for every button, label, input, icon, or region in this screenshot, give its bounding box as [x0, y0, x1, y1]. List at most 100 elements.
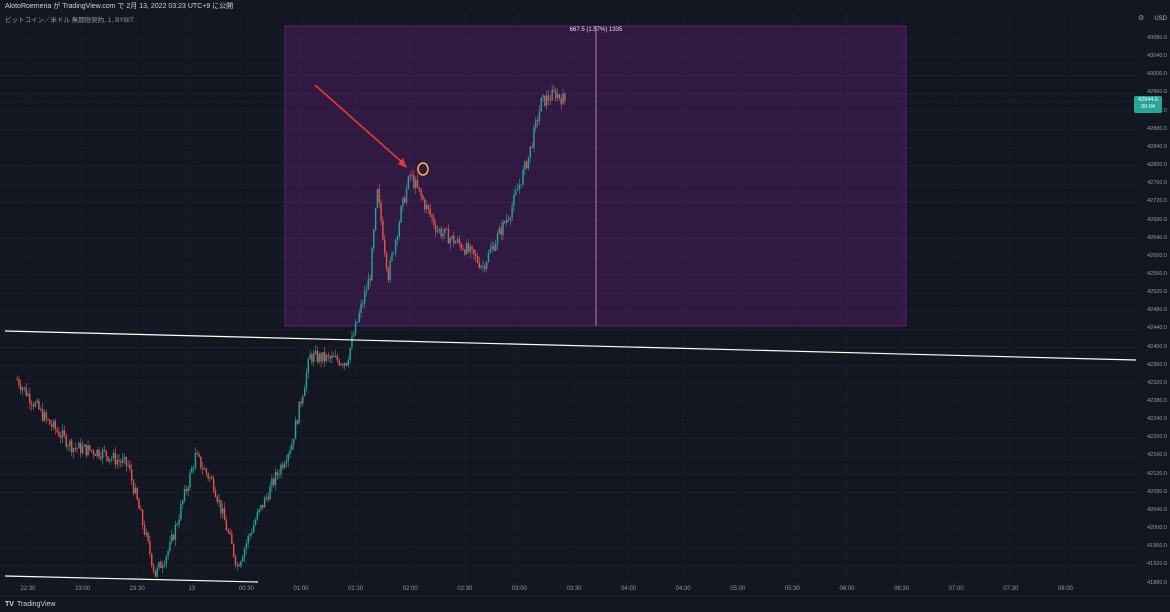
candle-body	[524, 161, 526, 170]
measure-label: 667.5 (1.57%) 1335	[569, 27, 623, 33]
candle	[300, 397, 302, 408]
candle-body	[138, 499, 140, 509]
candle-body	[382, 220, 384, 240]
candle-body	[172, 534, 175, 540]
candle-body	[385, 252, 388, 269]
candle	[196, 450, 198, 455]
candle	[318, 351, 320, 365]
candle	[131, 463, 133, 486]
candle-body	[489, 249, 491, 253]
tradingview-logo[interactable]: TV TradingView	[5, 601, 55, 608]
candle	[340, 362, 342, 366]
candle-body	[464, 249, 466, 255]
candle	[280, 462, 282, 479]
candle-body	[81, 446, 84, 454]
candle	[296, 419, 299, 426]
settings-icon[interactable]: ⚙	[1138, 15, 1145, 22]
candle	[343, 362, 346, 370]
candle-body	[58, 431, 60, 437]
candle	[212, 475, 215, 494]
price-tick: 42840.0	[1147, 143, 1167, 150]
candle	[564, 92, 566, 105]
price-tick: 42800.0	[1147, 162, 1167, 169]
candle	[380, 198, 382, 226]
candle-body	[462, 248, 464, 250]
candle	[234, 554, 237, 569]
measure-box[interactable]	[284, 25, 907, 327]
candle-body	[427, 204, 430, 209]
candle-body	[476, 256, 479, 263]
candle-body	[280, 464, 282, 475]
candle	[436, 225, 439, 235]
candle-body	[542, 95, 544, 98]
candle	[242, 554, 244, 562]
time-tick: 01:30	[348, 586, 364, 592]
candle-body	[318, 353, 320, 362]
candle-body	[384, 239, 386, 253]
candle	[458, 234, 461, 247]
candle-body	[511, 206, 513, 218]
candle	[202, 461, 204, 475]
candle	[540, 97, 542, 112]
candle	[362, 299, 364, 308]
candle-body	[367, 278, 370, 290]
candle	[107, 456, 109, 463]
time-tick: 05:00	[730, 586, 746, 592]
candle	[356, 321, 359, 324]
candle-body	[269, 486, 271, 500]
candle-body	[21, 388, 24, 391]
candle-body	[320, 353, 322, 362]
candle	[245, 539, 248, 555]
chart-canvas[interactable]	[0, 12, 1137, 584]
candle-body	[445, 228, 448, 230]
candle	[34, 400, 36, 408]
candle	[478, 256, 481, 270]
candles	[16, 83, 566, 581]
candle	[267, 491, 269, 503]
candle-body	[222, 508, 224, 514]
candle-body	[460, 243, 462, 249]
candle	[333, 352, 335, 358]
candle	[409, 172, 411, 182]
candle	[252, 519, 255, 534]
candle-body	[469, 246, 471, 252]
candle-body	[258, 509, 260, 513]
candle	[402, 197, 404, 212]
price-tick: 42960.0	[1147, 89, 1167, 96]
candle-body	[325, 355, 328, 361]
upper-trendline[interactable]	[4, 330, 1137, 361]
annotation-circle[interactable]	[417, 162, 429, 176]
lower-trendline[interactable]	[4, 575, 259, 583]
candle	[471, 245, 473, 254]
candle-body	[252, 525, 255, 533]
candle-body	[236, 564, 238, 566]
candle-body	[516, 189, 519, 191]
candle-body	[311, 354, 313, 362]
candle-body	[114, 452, 117, 465]
candle	[63, 426, 66, 439]
candle-body	[544, 95, 546, 106]
candle	[149, 535, 151, 558]
candle	[209, 475, 211, 482]
candle-body	[187, 487, 189, 492]
candle-body	[336, 355, 339, 361]
candle-body	[358, 312, 360, 322]
candle	[289, 445, 291, 459]
price-tick: 42160.0	[1147, 452, 1167, 459]
candle-body	[240, 561, 242, 567]
time-axis[interactable]: 22:30 23:00 23:30 13 00:30 01:00 01:30 02:00 02:…	[0, 584, 1136, 596]
candle-body	[342, 363, 344, 366]
candle-body	[256, 512, 259, 521]
candle-body	[192, 467, 195, 469]
price-tick: 42640.0	[1147, 234, 1167, 241]
candle-body	[271, 478, 273, 487]
candle	[520, 184, 522, 189]
candle	[456, 236, 459, 244]
annotation-arrow[interactable]	[314, 84, 405, 165]
candle-body	[525, 161, 528, 169]
tradingview-logo-icon: TV	[5, 601, 14, 608]
currency-label[interactable]: USD	[1154, 16, 1167, 22]
candle	[134, 483, 137, 495]
chart-area[interactable]: 667.5 (1.57%) 1335	[0, 12, 1137, 584]
candle-body	[174, 524, 177, 540]
